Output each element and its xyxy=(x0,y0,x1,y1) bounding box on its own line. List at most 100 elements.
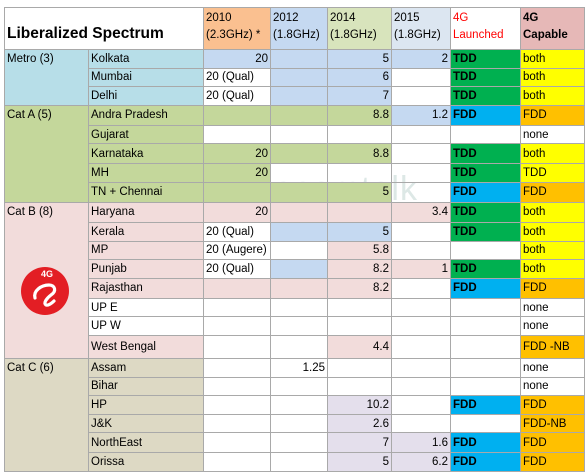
header-4g-launched: 4G Launched xyxy=(450,7,521,50)
table-row: Bihar none xyxy=(5,376,585,397)
cell-2012 xyxy=(270,259,328,279)
header-2014: 2014 (1.8GHz) xyxy=(327,7,392,50)
cell-2010 xyxy=(203,357,271,378)
table-row: Kerala 20 (Qual) 5 TDD both xyxy=(5,221,585,242)
cell-2014: 5 xyxy=(327,452,392,472)
cell-2010 xyxy=(203,277,271,299)
circle-name: Rajasthan xyxy=(88,277,204,299)
cell-2010 xyxy=(203,376,271,397)
cell-2015 xyxy=(391,357,451,378)
circle-name: West Bengal xyxy=(88,334,204,359)
cell-2010: 20 xyxy=(203,49,271,69)
cell-4g-capable: both xyxy=(520,201,585,223)
cell-4g-launched: FDD xyxy=(450,452,521,472)
table-row: Cat B (8) Haryana 20 3.4 TDD both xyxy=(4,201,585,359)
cell-2012 xyxy=(270,316,328,336)
circle-name: Haryana xyxy=(88,201,204,223)
cell-2015 xyxy=(391,277,451,299)
header-2010: 2010 (2.3GHz) * xyxy=(203,7,271,50)
cell-2014: 2.6 xyxy=(327,413,392,434)
circle-name: MH xyxy=(88,163,204,183)
cell-4g-capable: FDD xyxy=(520,395,585,415)
circle-name: HP xyxy=(88,395,204,415)
cell-4g-capable: both xyxy=(520,259,585,279)
cell-2010: 20 xyxy=(203,143,271,165)
cell-4g-capable: FDD xyxy=(520,277,585,299)
cell-4g-launched: FDD xyxy=(450,104,521,126)
cell-4g-capable: none xyxy=(520,376,585,397)
cell-2012 xyxy=(270,221,328,242)
cell-4g-launched: TDD xyxy=(450,86,521,106)
cell-4g-capable: TDD xyxy=(520,163,585,183)
cell-2010: 20 xyxy=(203,163,271,183)
cell-2014 xyxy=(327,357,392,378)
cell-2014: 7 xyxy=(327,86,392,106)
cell-2010 xyxy=(203,297,271,318)
cell-2015: 3.4 xyxy=(391,201,451,223)
cell-4g-capable: both xyxy=(520,67,585,88)
table-row: Metro (3) Kolkata 20 5 2 TDD both xyxy=(4,49,585,106)
cell-4g-capable: FDD xyxy=(520,452,585,472)
header-2012: 2012 (1.8GHz) xyxy=(270,7,328,50)
cell-4g-capable: both xyxy=(520,49,585,69)
cell-2012 xyxy=(270,49,328,69)
table-row: Gujarat none xyxy=(5,124,585,145)
cell-4g-capable: FDD xyxy=(520,432,585,454)
cell-2015 xyxy=(391,124,451,145)
cell-2010 xyxy=(203,413,271,434)
cell-4g-capable: both xyxy=(520,86,585,106)
cell-2010 xyxy=(203,124,271,145)
cell-4g-capable: both xyxy=(520,221,585,242)
cell-2015 xyxy=(391,67,451,88)
cell-2015 xyxy=(391,395,451,415)
category-cat-a: Cat A (5) xyxy=(4,104,89,203)
cell-2010: 20 (Qual) xyxy=(203,259,271,279)
cell-2014: 8.2 xyxy=(327,277,392,299)
cell-2015 xyxy=(391,86,451,106)
cell-2010: 20 (Qual) xyxy=(203,67,271,88)
cell-2014: 5 xyxy=(327,181,392,203)
category-metro: Metro (3) xyxy=(4,49,89,106)
cell-4g-capable: FDD -NB xyxy=(520,334,585,359)
cell-4g-launched xyxy=(450,124,521,145)
circle-name: NorthEast xyxy=(88,432,204,454)
circle-name: Punjab xyxy=(88,259,204,279)
circle-name: Andra Pradesh xyxy=(88,104,204,126)
header-row: Liberalized Spectrum 2010 (2.3GHz) * 2012… xyxy=(4,7,585,50)
cell-2012 xyxy=(270,181,328,203)
table-row: West Bengal 4.4 FDD -NB xyxy=(5,334,585,359)
cell-4g-launched: TDD xyxy=(450,201,521,223)
cell-2010 xyxy=(203,181,271,203)
cell-4g-capable: FDD-NB xyxy=(520,413,585,434)
cell-2012 xyxy=(270,413,328,434)
cell-4g-capable: none xyxy=(520,297,585,318)
circle-name: Mumbai xyxy=(88,67,204,88)
cell-2012 xyxy=(270,143,328,165)
circle-name: UP W xyxy=(88,316,204,336)
cell-4g-launched xyxy=(450,376,521,397)
cell-4g-launched: TDD xyxy=(450,143,521,165)
cell-2015 xyxy=(391,143,451,165)
cell-2014: 5 xyxy=(327,221,392,242)
cell-2012 xyxy=(270,432,328,454)
cell-2015 xyxy=(391,334,451,359)
cell-4g-capable: both xyxy=(520,240,585,261)
cell-2015 xyxy=(391,240,451,261)
cell-2010 xyxy=(203,432,271,454)
cell-4g-launched xyxy=(450,316,521,336)
cell-2012 xyxy=(270,376,328,397)
table-row: Cat A (5) Andra Pradesh 8.8 1.2 FDD FDD xyxy=(4,104,585,203)
cell-2012 xyxy=(270,240,328,261)
table-row: Rajasthan 8.2 FDD FDD xyxy=(5,277,585,299)
cell-4g-capable: FDD xyxy=(520,181,585,203)
cell-2012 xyxy=(270,297,328,318)
table-row: MH 20 TDD TDD xyxy=(5,163,585,183)
cell-2010: 20 (Qual) xyxy=(203,86,271,106)
cell-2014: 8.8 xyxy=(327,104,392,126)
cell-4g-capable: none xyxy=(520,124,585,145)
cell-2014 xyxy=(327,124,392,145)
cell-2014: 8.8 xyxy=(327,143,392,165)
cell-2014 xyxy=(327,376,392,397)
cell-2014: 10.2 xyxy=(327,395,392,415)
category-cat-c: Cat C (6) xyxy=(4,357,89,472)
